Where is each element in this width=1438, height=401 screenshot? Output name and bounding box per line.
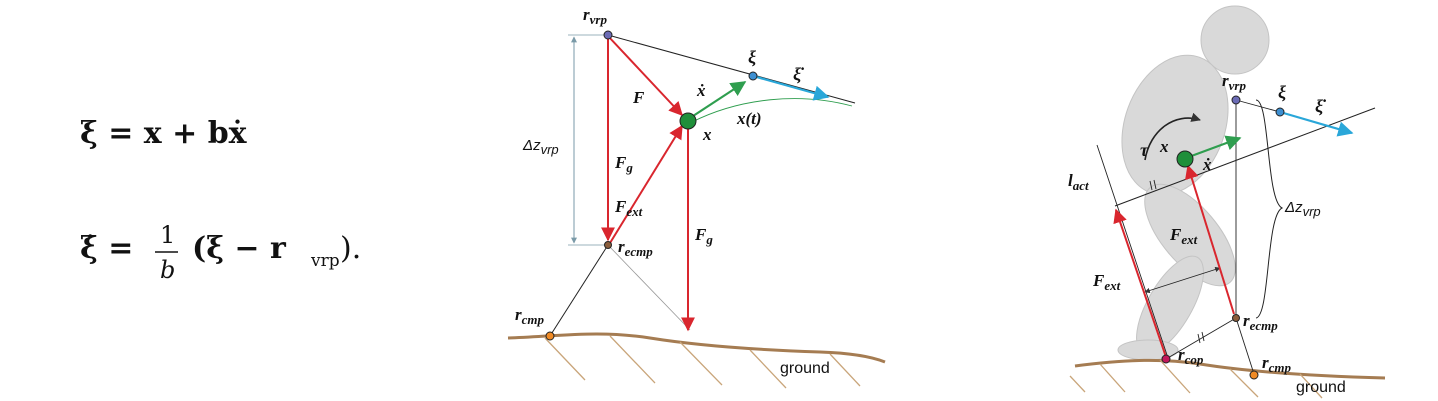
equation-xi-dot-lhs: ξ̇ =	[80, 231, 133, 266]
ecmp-cmp-line	[1235, 317, 1255, 375]
cop-point	[1161, 354, 1171, 364]
label-delta-z: Δzvrp	[1284, 199, 1321, 219]
vrp-point	[1231, 95, 1241, 105]
ground-hatching	[544, 335, 861, 389]
label-r-cmp: rcmp	[1262, 353, 1292, 375]
label-f-ext-left: Fext	[1092, 271, 1121, 293]
equation-tail: ).	[340, 231, 361, 266]
equation-fraction-num: 1	[160, 221, 175, 249]
label-f-ext: Fext	[614, 197, 643, 219]
label-f: F	[632, 88, 645, 107]
force-f-arrow	[607, 35, 683, 117]
label-xi: ξ	[748, 47, 756, 68]
equation-xi-dot-rhs: (ξ − r	[192, 231, 287, 266]
cmp-point	[545, 331, 555, 341]
label-r-ecmp: recmp	[1243, 311, 1278, 333]
ground-hatching	[1069, 359, 1323, 399]
velocity-arrow	[1185, 135, 1242, 160]
l-act-axis	[1096, 144, 1169, 359]
label-x: x	[1159, 137, 1169, 156]
label-r-vrp: rvrp	[1222, 71, 1246, 93]
label-x-t: x(t)	[736, 109, 762, 128]
label-r-ecmp: recmp	[618, 237, 653, 259]
ecmp-cmp-line	[549, 244, 609, 337]
human-body-silhouette	[1117, 5, 1270, 361]
torque-arc	[1144, 112, 1201, 161]
label-x: x	[702, 125, 712, 144]
delta-z-brace	[1255, 99, 1284, 319]
label-x-dot: ẋ	[696, 81, 706, 100]
xi-point	[748, 71, 758, 81]
label-xi: ξ	[1278, 82, 1286, 103]
diagram-right: rvrp ξ ξ̇ τ x ẋ lact Fext Δzvrp Fext rec…	[1068, 5, 1386, 399]
ground-line	[507, 332, 886, 364]
vrp-xi-line	[607, 34, 856, 104]
label-f-ext-right: Fext	[1169, 225, 1198, 247]
label-r-cop: rcop	[1178, 345, 1204, 367]
label-ground: ground	[780, 360, 830, 377]
vrp-point	[603, 30, 613, 40]
velocity-arrow	[689, 81, 747, 119]
force-ext-right-arrow	[1185, 164, 1235, 315]
ecmp-cop-line	[1165, 317, 1237, 360]
ecmp-point	[1232, 314, 1240, 322]
label-r-vrp: rvrp	[583, 5, 607, 27]
equation-rhs-sub: vrp	[310, 251, 340, 271]
ground-line	[1074, 358, 1386, 380]
label-delta-z: Δzvrp	[522, 137, 559, 157]
com-point	[679, 112, 697, 130]
label-l-act: lact	[1068, 171, 1089, 193]
equation-xi: ξ = x + bẋ	[80, 116, 248, 151]
moment-arm-arrow	[1144, 266, 1221, 294]
force-ext-arrow	[609, 124, 683, 244]
act-line	[1114, 107, 1376, 207]
trajectory-curve	[691, 98, 853, 123]
xi-dot-arrow	[1279, 110, 1354, 137]
ecmp-point	[604, 241, 612, 249]
label-r-cmp: rcmp	[515, 305, 545, 327]
xi-point	[1275, 107, 1285, 117]
vrp-xi-line	[1235, 99, 1281, 113]
label-f-g: Fg	[614, 153, 633, 175]
xi-dot-arrow	[752, 74, 830, 101]
label-x-dot: ẋ	[1202, 155, 1212, 174]
equations: ξ = x + bẋ ξ̇ = 1 b (ξ − r vrp ).	[80, 116, 361, 284]
label-ground: ground	[1296, 379, 1346, 396]
label-tau: τ	[1140, 140, 1149, 160]
equal-length-ticks	[1149, 179, 1205, 344]
label-xi-dot: ξ̇	[1315, 96, 1326, 117]
label-xi-dot: ξ̇	[793, 64, 804, 85]
diagram-left: rvrp ξ ξ̇ ẋ F x(t) x Δzvrp Fg Fext Fg re…	[507, 5, 886, 389]
force-ext-left-arrow	[1113, 208, 1167, 358]
com-point	[1176, 150, 1194, 168]
label-f-g2: Fg	[694, 225, 713, 247]
equation-fraction-den: b	[160, 256, 175, 284]
cmp-point	[1249, 370, 1259, 380]
ecmp-ground-line	[607, 244, 691, 331]
